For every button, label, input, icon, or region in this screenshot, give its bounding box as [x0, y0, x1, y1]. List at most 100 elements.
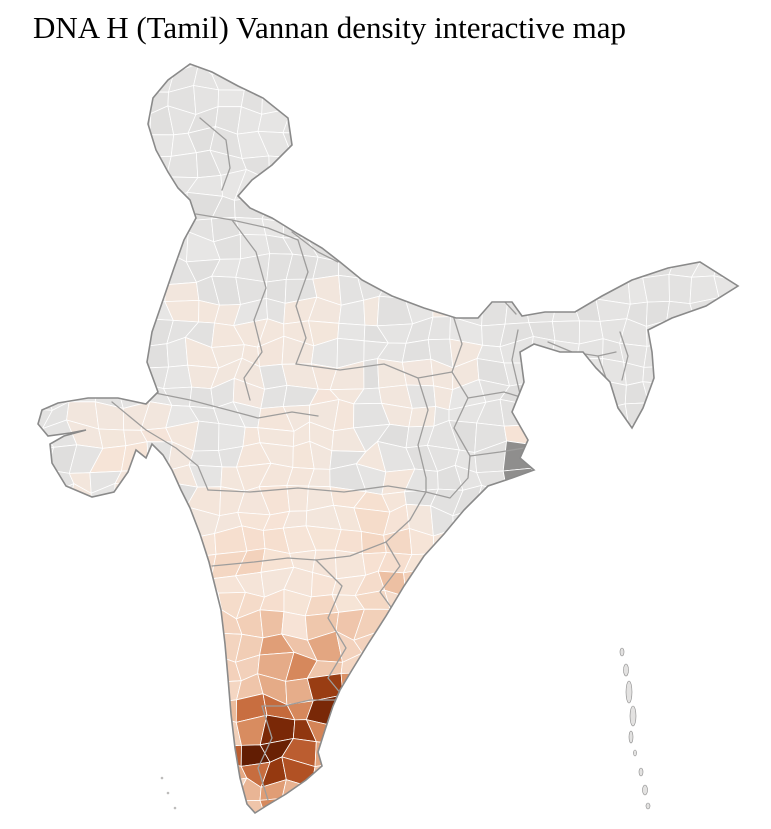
district-cell[interactable]	[452, 589, 483, 619]
district-cell[interactable]	[578, 802, 601, 822]
district-cell[interactable]	[65, 715, 97, 743]
district-cell[interactable]	[213, 777, 248, 802]
district-cell[interactable]	[692, 84, 726, 116]
district-cell[interactable]	[477, 738, 509, 759]
district-cell[interactable]	[165, 614, 199, 639]
district-cell[interactable]	[741, 486, 769, 511]
district-cell[interactable]	[529, 778, 555, 801]
district-cell[interactable]	[452, 282, 487, 303]
district-cell[interactable]	[601, 189, 630, 218]
district-cell[interactable]	[72, 638, 103, 661]
district-cell[interactable]	[643, 83, 676, 108]
district-cell[interactable]	[188, 632, 216, 655]
district-cell[interactable]	[473, 786, 509, 810]
district-cell[interactable]	[670, 381, 702, 404]
district-cell[interactable]	[236, 821, 268, 829]
district-cell[interactable]	[480, 822, 503, 829]
district-cell[interactable]	[675, 129, 694, 152]
district-cell[interactable]	[385, 235, 405, 261]
district-cell[interactable]	[137, 677, 173, 705]
district-cell[interactable]	[674, 63, 700, 94]
district-cell[interactable]	[554, 84, 580, 110]
district-cell[interactable]	[452, 780, 479, 810]
district-cell[interactable]	[530, 464, 556, 491]
district-cell[interactable]	[47, 232, 76, 257]
district-cell[interactable]	[602, 49, 630, 67]
district-cell[interactable]	[528, 443, 559, 469]
district-cell[interactable]	[691, 822, 723, 829]
district-cell[interactable]	[551, 714, 580, 748]
district-cell[interactable]	[379, 630, 407, 663]
district-cell[interactable]	[284, 43, 312, 70]
district-cell[interactable]	[549, 631, 573, 663]
district-cell[interactable]	[690, 679, 725, 704]
district-cell[interactable]	[428, 43, 458, 76]
district-cell[interactable]	[597, 503, 625, 528]
district-cell[interactable]	[359, 738, 388, 767]
district-cell[interactable]	[91, 110, 125, 130]
district-cell[interactable]	[90, 153, 121, 176]
district-cell[interactable]	[428, 132, 459, 155]
district-cell[interactable]	[138, 780, 169, 808]
district-cell[interactable]	[98, 211, 116, 243]
district-cell[interactable]	[217, 89, 245, 108]
district-cell[interactable]	[331, 152, 366, 174]
district-cell[interactable]	[575, 192, 605, 218]
district-cell[interactable]	[547, 422, 576, 446]
district-cell[interactable]	[45, 504, 70, 537]
district-cell[interactable]	[70, 149, 101, 178]
district-cell[interactable]	[18, 568, 45, 600]
district-cell[interactable]	[717, 399, 749, 430]
district-cell[interactable]	[573, 238, 605, 259]
district-cell[interactable]	[146, 739, 171, 767]
district-cell[interactable]	[70, 129, 96, 157]
district-cell[interactable]	[740, 386, 766, 402]
district-cell[interactable]	[115, 239, 147, 263]
district-cell[interactable]	[457, 569, 483, 595]
district-cell[interactable]	[480, 114, 505, 137]
district-cell[interactable]	[425, 801, 462, 824]
district-cell[interactable]	[651, 634, 673, 660]
district-cell[interactable]	[141, 719, 169, 741]
district-cell[interactable]	[698, 47, 726, 67]
district-cell[interactable]	[449, 715, 479, 744]
district-cell[interactable]	[645, 592, 674, 616]
district-cell[interactable]	[385, 213, 405, 238]
district-cell[interactable]	[741, 504, 769, 535]
district-cell[interactable]	[188, 695, 221, 723]
district-cell[interactable]	[743, 572, 771, 594]
district-cell[interactable]	[642, 653, 676, 678]
district-cell[interactable]	[619, 740, 653, 760]
district-cell[interactable]	[286, 485, 309, 512]
district-cell[interactable]	[670, 175, 703, 199]
district-cell[interactable]	[547, 209, 581, 242]
district-cell[interactable]	[378, 278, 410, 299]
district-cell[interactable]	[604, 130, 631, 158]
district-cell[interactable]	[18, 759, 49, 789]
district-cell[interactable]	[283, 169, 318, 200]
district-cell[interactable]	[305, 46, 343, 69]
district-cell[interactable]	[523, 84, 556, 115]
district-cell[interactable]	[428, 148, 462, 176]
district-cell[interactable]	[454, 114, 485, 134]
district-cell[interactable]	[625, 83, 649, 112]
district-cell[interactable]	[101, 341, 125, 363]
district-cell[interactable]	[602, 64, 631, 92]
district-cell[interactable]	[98, 358, 125, 382]
district-cell[interactable]	[670, 44, 702, 66]
district-cell[interactable]	[113, 740, 148, 766]
district-cell[interactable]	[120, 110, 152, 136]
district-cell[interactable]	[113, 590, 151, 622]
district-cell[interactable]	[714, 679, 751, 702]
district-cell[interactable]	[743, 548, 771, 575]
district-cell[interactable]	[21, 150, 54, 177]
district-cell[interactable]	[697, 568, 728, 596]
district-cell[interactable]	[363, 717, 382, 746]
district-cell[interactable]	[545, 43, 580, 74]
district-cell[interactable]	[689, 129, 718, 153]
district-cell[interactable]	[18, 110, 53, 133]
district-cell[interactable]	[697, 554, 721, 573]
district-cell[interactable]	[19, 694, 53, 724]
district-cell[interactable]	[353, 235, 391, 254]
district-cell[interactable]	[579, 66, 605, 92]
